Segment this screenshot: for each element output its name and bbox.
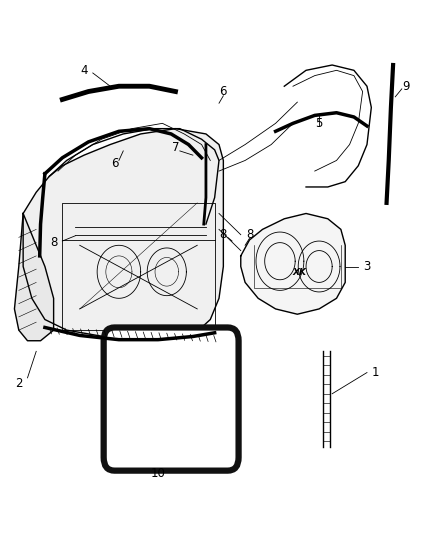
Text: 4: 4 (80, 64, 88, 77)
Text: 8: 8 (246, 228, 253, 241)
Text: 8: 8 (50, 236, 57, 249)
FancyBboxPatch shape (104, 327, 239, 471)
Text: 6: 6 (219, 85, 227, 98)
Polygon shape (241, 214, 345, 314)
Text: 10: 10 (151, 467, 166, 480)
Polygon shape (23, 128, 223, 341)
Text: 6: 6 (111, 157, 118, 169)
Text: 1: 1 (372, 366, 379, 379)
Text: 3: 3 (363, 260, 371, 273)
Text: 9: 9 (403, 80, 410, 93)
Polygon shape (14, 214, 53, 341)
Text: 7: 7 (172, 141, 179, 154)
Text: XK: XK (293, 268, 307, 277)
Text: 5: 5 (315, 117, 323, 130)
Text: 2: 2 (15, 377, 22, 390)
Text: 8: 8 (220, 228, 227, 241)
